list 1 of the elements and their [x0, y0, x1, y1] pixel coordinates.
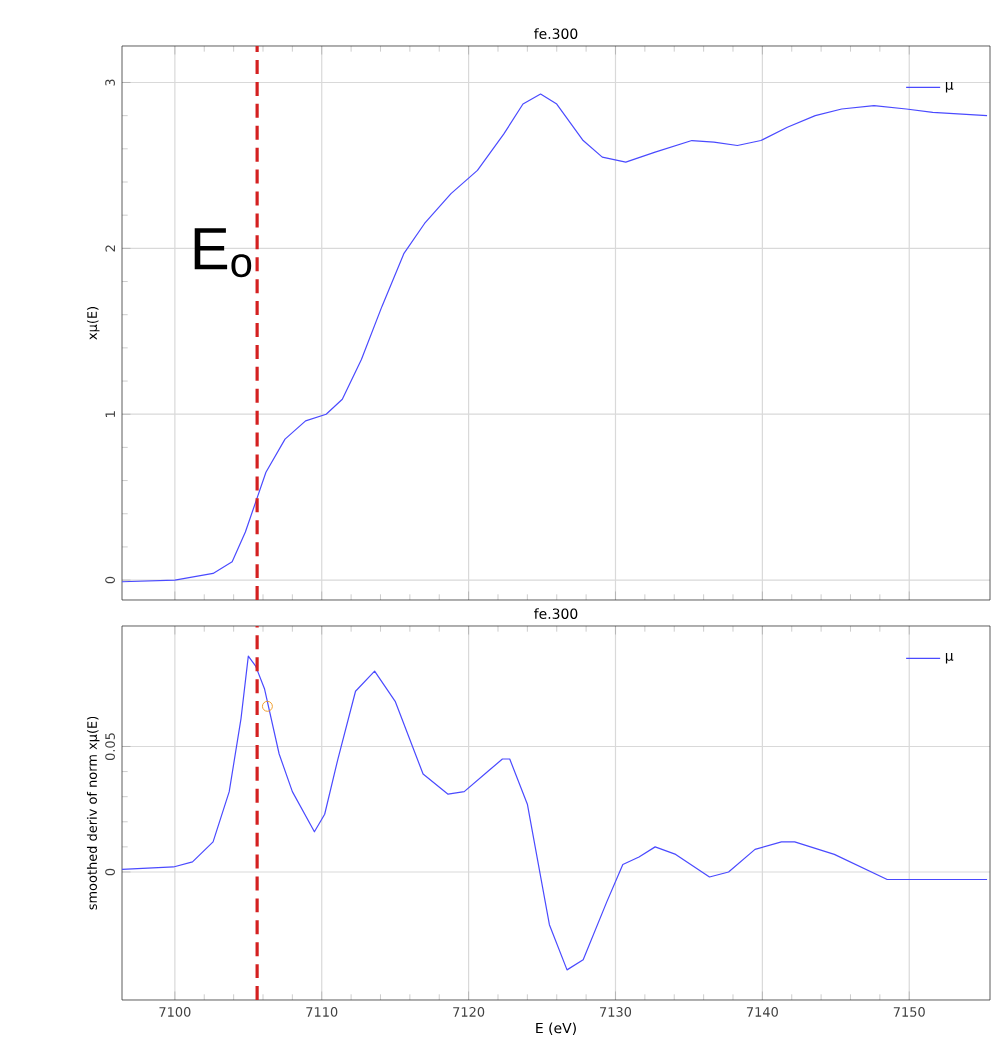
annotation: E$_{o}$: [194, 228, 252, 278]
